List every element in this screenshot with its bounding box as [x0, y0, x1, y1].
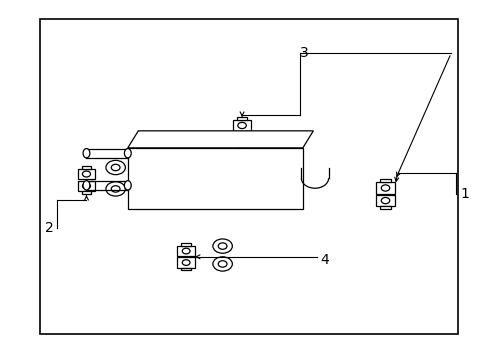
Circle shape [111, 186, 120, 192]
Bar [375, 195, 394, 206]
Bar [78, 169, 95, 179]
Bar [177, 257, 195, 267]
Circle shape [237, 135, 246, 141]
Circle shape [182, 260, 190, 265]
Bar [380, 180, 390, 183]
Bar [380, 206, 390, 209]
Bar [237, 117, 246, 120]
Circle shape [182, 248, 190, 254]
Bar [232, 132, 251, 144]
Ellipse shape [83, 149, 90, 158]
Bar [232, 120, 251, 131]
Circle shape [381, 198, 389, 204]
Circle shape [82, 183, 90, 189]
Ellipse shape [124, 181, 131, 190]
Bar [181, 267, 191, 270]
Circle shape [82, 171, 90, 177]
Ellipse shape [124, 149, 131, 158]
Bar [81, 166, 91, 169]
Polygon shape [127, 131, 313, 148]
Circle shape [218, 261, 226, 267]
Circle shape [212, 257, 232, 271]
Ellipse shape [83, 181, 90, 190]
Circle shape [106, 182, 125, 196]
Text: 4: 4 [319, 253, 328, 267]
Bar [177, 246, 195, 256]
Bar [127, 148, 302, 208]
Circle shape [381, 185, 389, 191]
Text: 3: 3 [300, 46, 308, 60]
Bar [81, 191, 91, 194]
Circle shape [111, 164, 120, 171]
Bar [181, 243, 191, 246]
Text: 2: 2 [45, 221, 54, 235]
Circle shape [218, 243, 226, 249]
Text: 1: 1 [460, 187, 469, 201]
Bar [78, 181, 95, 191]
Circle shape [212, 239, 232, 253]
Circle shape [237, 122, 246, 129]
Bar [237, 144, 246, 147]
Bar [375, 183, 394, 194]
Circle shape [106, 160, 125, 175]
Bar [40, 19, 458, 334]
